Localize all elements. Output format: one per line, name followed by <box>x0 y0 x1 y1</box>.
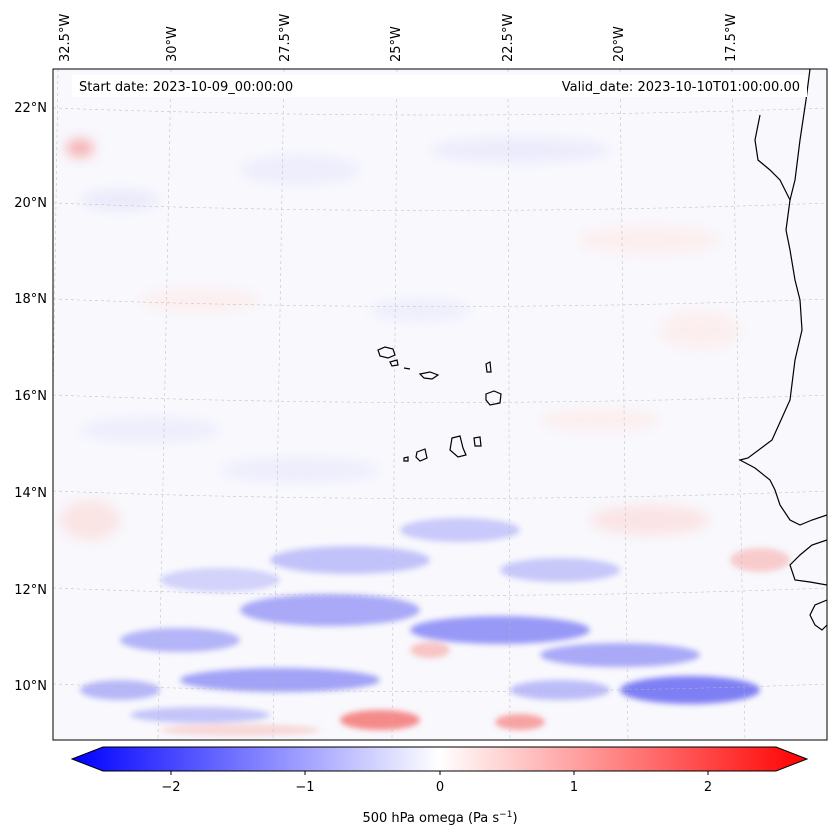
lat-label: 12°N <box>14 583 47 598</box>
annotation-box <box>72 75 807 97</box>
colorbar-tick: 2 <box>704 780 712 795</box>
valid-date-label: Valid_date: 2023-10-10T01:00:00.00 <box>562 80 800 95</box>
map-panel: Start date: 2023-10-09_00:00:00 Valid_da… <box>53 69 827 740</box>
start-date-label: Start date: 2023-10-09_00:00:00 <box>79 80 293 95</box>
colorbar-tick: −1 <box>295 780 314 795</box>
lon-label: 22.5°W <box>501 14 516 62</box>
lon-label: 17.5°W <box>724 14 739 62</box>
colorbar-tick: −2 <box>161 780 180 795</box>
colorbar-tick: 0 <box>436 780 444 795</box>
lat-labels: 22°N 20°N 18°N 16°N 14°N 12°N 10°N <box>14 101 47 694</box>
colorbar: −2 −1 0 1 2 500 hPa omega (Pa s−1) <box>70 746 809 826</box>
lon-labels: 32.5°W 30°W 27.5°W 25°W 22.5°W 20°W 17.5… <box>58 14 739 62</box>
lon-label: 25°W <box>389 26 404 62</box>
colorbar-bar <box>70 746 809 772</box>
lat-label: 14°N <box>14 486 47 501</box>
lon-label: 32.5°W <box>58 14 73 62</box>
lat-label: 10°N <box>14 679 47 694</box>
lat-label: 16°N <box>14 389 47 404</box>
lon-label: 20°W <box>612 26 627 62</box>
lat-label: 18°N <box>14 292 47 307</box>
gridlines <box>53 69 827 740</box>
map-frame <box>52 68 828 741</box>
lon-label: 27.5°W <box>278 14 293 62</box>
colorbar-title: 500 hPa omega (Pa s−1) <box>362 810 517 826</box>
coastline <box>377 69 827 631</box>
lat-label: 20°N <box>14 196 47 211</box>
omega-field <box>60 138 790 736</box>
colorbar-tick: 1 <box>570 780 578 795</box>
lat-label: 22°N <box>14 101 47 116</box>
lon-label: 30°W <box>165 26 180 62</box>
